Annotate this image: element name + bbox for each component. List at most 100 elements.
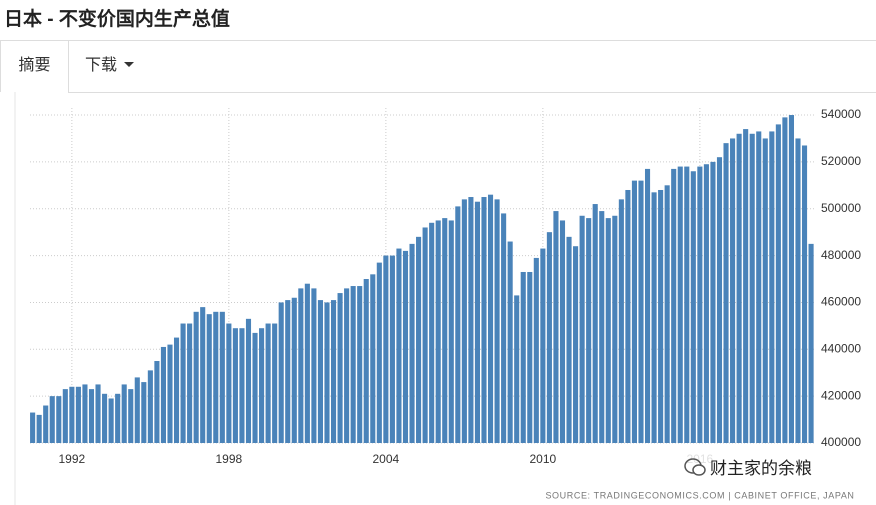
bar [743,129,749,443]
bar [461,199,467,443]
bar [82,384,88,443]
bar [147,370,153,443]
bar [651,192,657,443]
bar [716,157,723,443]
bar [383,255,389,443]
watermark-text: 财主家的余粮 [710,459,812,478]
bar [533,257,539,443]
bar [357,286,363,443]
bar [468,197,474,443]
bar [455,206,461,443]
bar [232,328,238,443]
bar [762,138,768,444]
bar [324,302,330,443]
bar [664,185,670,444]
bar [187,323,193,443]
y-tick-label: 540000 [821,107,861,121]
bar [108,398,114,443]
bar [586,218,592,443]
bar [128,389,134,443]
bar [448,220,454,443]
x-tick-label: 1998 [216,452,243,466]
bar [795,138,801,444]
bar [553,211,559,443]
bar [546,232,552,443]
bar [801,145,808,443]
bar [200,307,206,443]
bar [749,133,755,443]
divider [68,92,876,93]
bar [193,311,199,443]
bar [690,171,696,443]
bar [429,222,435,443]
bar [75,386,81,443]
y-tick-label: 480000 [821,248,861,262]
tab-label: 下载 [85,57,118,74]
tab[interactable]: 下载 [85,41,135,91]
bar [226,323,232,443]
watermark-icon [684,457,706,476]
bar [710,161,716,444]
source: SOURCE: TRADINGECONOMICS.COM | CABINET O… [545,490,854,500]
watermark: 财主家的余粮 [680,452,816,481]
tab-bar: 摘要 下载 [0,40,876,93]
x-tick-label: 2004 [373,452,400,466]
bar [573,246,579,443]
bar [173,337,180,443]
bar [520,271,526,443]
bar [514,295,520,443]
bar [422,227,428,443]
bar [592,204,598,443]
bar [788,115,795,444]
bar [330,300,337,443]
bar [56,396,62,443]
bar [304,283,310,443]
bar [638,180,644,443]
bar [167,344,173,443]
bar [730,138,736,444]
bar [141,382,147,443]
bar [756,131,762,443]
bar [494,199,500,443]
x-tick-label: 2010 [530,452,557,466]
bar [337,293,343,443]
bar [30,412,36,443]
bar [134,377,140,443]
bar [625,189,631,443]
bar [62,389,68,443]
bar [389,255,395,443]
bar [370,274,376,443]
bar [658,189,664,443]
bar [644,168,651,443]
bar [579,215,585,443]
bar [285,300,291,443]
bar [180,323,186,443]
bar [507,241,513,443]
bar [239,328,245,443]
bar [350,286,356,443]
bar [206,314,212,443]
y-tick-label: 500000 [821,201,861,215]
page-title: 日本 - 不变价国内生产总值 [4,9,230,30]
bar [618,199,624,443]
bar [782,117,788,443]
bar [416,236,422,443]
bar [769,131,775,443]
bar [409,243,415,443]
bar [49,396,55,443]
tab[interactable]: 摘要 [0,41,69,92]
bar [245,318,252,443]
bar [501,213,507,443]
y-tick-label: 520000 [821,154,861,168]
bar [566,236,572,443]
bar [344,288,350,443]
bar [605,218,611,443]
y-tick-label: 440000 [821,341,861,355]
bar [317,300,324,443]
bar [487,194,494,443]
bar [677,166,683,443]
bar [252,332,258,443]
bar [396,248,402,443]
bar [612,215,618,443]
bar [442,218,448,443]
